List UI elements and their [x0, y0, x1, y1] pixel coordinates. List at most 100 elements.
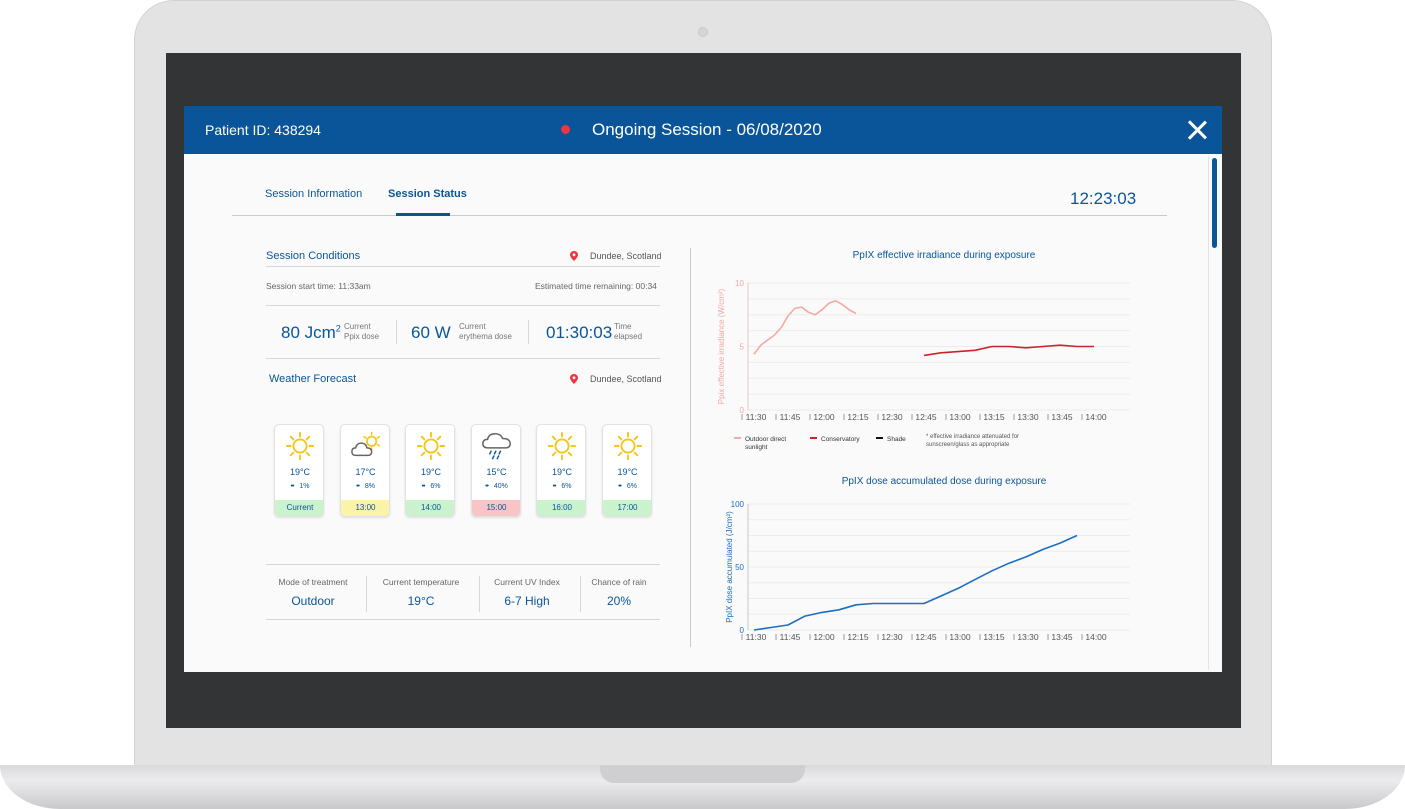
estimated-time-remaining: Estimated time remaining: 00:34	[535, 281, 657, 291]
partly-cloudy-icon	[350, 431, 380, 457]
forecast-temperature: 19°C	[420, 467, 442, 477]
y-axis-label: Ppix effective irradiance (W/cm²)	[717, 288, 726, 404]
x-tick-label: 14:00	[1085, 632, 1107, 642]
forecast-card[interactable]: 19°C •• 6% 17:00	[601, 424, 652, 517]
y-tick-label: 0	[740, 406, 745, 415]
y-tick-label: 0	[740, 626, 745, 635]
weather-forecast-title: Weather Forecast	[269, 373, 357, 385]
forecast-rain: •• 6%	[421, 483, 441, 490]
x-tick-label: 11:30	[746, 632, 767, 642]
mode-of-treatment-value: Outdoor	[291, 594, 335, 608]
raindrops-icon: ••	[421, 483, 426, 490]
y-tick-label: 10	[735, 279, 744, 288]
forecast-card[interactable]: 19°C •• 6% 16:00	[536, 424, 586, 517]
session-clock: 12:23:03	[1070, 189, 1137, 208]
forecast-time: 17:00	[602, 500, 651, 516]
chance-of-rain-label: Chance of rain	[591, 577, 647, 587]
divider	[266, 564, 660, 565]
y-tick-label: 100	[731, 500, 745, 509]
forecast-temperature: 17°C	[355, 467, 376, 477]
forecast-card[interactable]: 17°C •• 8% 13:00	[339, 424, 390, 517]
legend-label: Conservatory	[821, 436, 860, 443]
mode-of-treatment-label: Mode of treatment	[278, 577, 348, 587]
x-tick-label: 11:30	[746, 412, 767, 422]
forecast-rain: •• 6%	[552, 483, 572, 490]
divider	[266, 266, 660, 267]
summary-separator	[580, 576, 581, 612]
camera-icon	[698, 27, 708, 37]
forecast-temperature: 19°C	[289, 467, 311, 477]
forecast-time: 16:00	[537, 500, 585, 516]
x-tick-label: 12:00	[813, 632, 835, 642]
dose-chart-title: PpIX dose accumulated dose during exposu…	[841, 476, 1047, 487]
divider	[266, 619, 660, 620]
y-tick-label: 5	[740, 343, 745, 352]
forecast-location: Dundee, Scotland	[590, 374, 662, 384]
x-tick-label: 12:45	[915, 412, 937, 422]
session-start-time: Session start time: 11:33am	[266, 281, 371, 291]
uv-index-label: Current UV Index	[494, 577, 560, 587]
scrollbar[interactable]	[1208, 156, 1218, 670]
forecast-rain: •• 8%	[356, 483, 375, 490]
irradiance-chart-title: PpIX effective irradiance during exposur…	[852, 250, 1036, 261]
current-temperature-value: 19°C	[407, 594, 435, 608]
y-axis-label: PpIX dose accumulated (J/cm²)	[725, 511, 734, 623]
tabs-divider	[232, 215, 1167, 216]
raindrops-icon: ••	[618, 483, 622, 490]
forecast-card[interactable]: 19°C •• 1% Current	[274, 424, 324, 517]
forecast-card[interactable]: 15°C •• 40% 15:00	[470, 424, 521, 517]
current-temperature-label: Current temperature	[382, 577, 460, 587]
close-button[interactable]	[1184, 117, 1210, 143]
chart-note: sunscreen/glass as appropriate	[926, 442, 1010, 448]
tab-session-status[interactable]: Session Status	[388, 188, 467, 200]
uv-index-value: 6-7 High	[504, 594, 550, 608]
sun-icon	[613, 431, 642, 461]
forecast-rain: •• 6%	[618, 483, 637, 490]
series-line	[753, 534, 1078, 631]
series-line	[923, 344, 1094, 357]
x-tick-label: 13:15	[983, 632, 1005, 642]
modal-header: Patient ID: 438294 Ongoing Session - 06/…	[184, 106, 1222, 154]
x-tick-label: 11:45	[780, 412, 801, 422]
summary-separator	[366, 576, 367, 612]
chance-of-rain-value: 20%	[606, 594, 632, 608]
forecast-rain: •• 40%	[485, 483, 508, 490]
time-elapsed-label: Time elapsed	[614, 322, 643, 341]
panel-divider	[690, 248, 691, 647]
x-tick-label: 12:15	[847, 412, 869, 422]
session-conditions-title: Session Conditions	[266, 250, 361, 262]
ppix-dose-value: 80 Jcm2	[281, 323, 341, 342]
raindrops-icon: ••	[356, 483, 360, 490]
x-tick-label: 13:00	[949, 412, 971, 422]
sun-icon	[547, 431, 577, 461]
legend-label: Shade	[887, 436, 906, 443]
rain-cloud-icon	[481, 433, 511, 460]
forecast-time: 15:00	[471, 500, 520, 516]
scrollbar-thumb[interactable]	[1212, 158, 1217, 248]
x-tick-label: 11:45	[780, 632, 801, 642]
summary-separator	[479, 576, 480, 612]
session-title: Ongoing Session - 06/08/2020	[592, 120, 822, 139]
x-tick-label: 13:45	[1051, 632, 1073, 642]
metric-separator	[528, 320, 529, 344]
ppix-dose-label: Current Ppix dose	[344, 322, 380, 341]
x-tick-label: 13:15	[983, 412, 1005, 422]
raindrops-icon: ••	[290, 483, 295, 490]
x-tick-label: 14:00	[1085, 412, 1107, 422]
active-tab-indicator	[396, 213, 450, 216]
session-modal: Patient ID: 438294 Ongoing Session - 06/…	[184, 106, 1222, 672]
forecast-temperature: 19°C	[551, 467, 573, 477]
forecast-time: Current	[275, 500, 323, 516]
tab-session-information[interactable]: Session Information	[265, 188, 363, 200]
forecast-temperature: 19°C	[617, 467, 638, 477]
forecast-card[interactable]: 19°C •• 6% 14:00	[405, 424, 455, 517]
x-tick-label: 12:30	[881, 412, 903, 422]
x-tick-label: 13:00	[949, 632, 971, 642]
x-tick-label: 12:30	[881, 632, 903, 642]
y-tick-label: 50	[735, 563, 744, 572]
series-line	[753, 300, 857, 355]
x-tick-label: 13:45	[1051, 412, 1073, 422]
chart-note: * effective irradiance attenuated for	[926, 434, 1019, 440]
sun-icon	[285, 431, 315, 461]
